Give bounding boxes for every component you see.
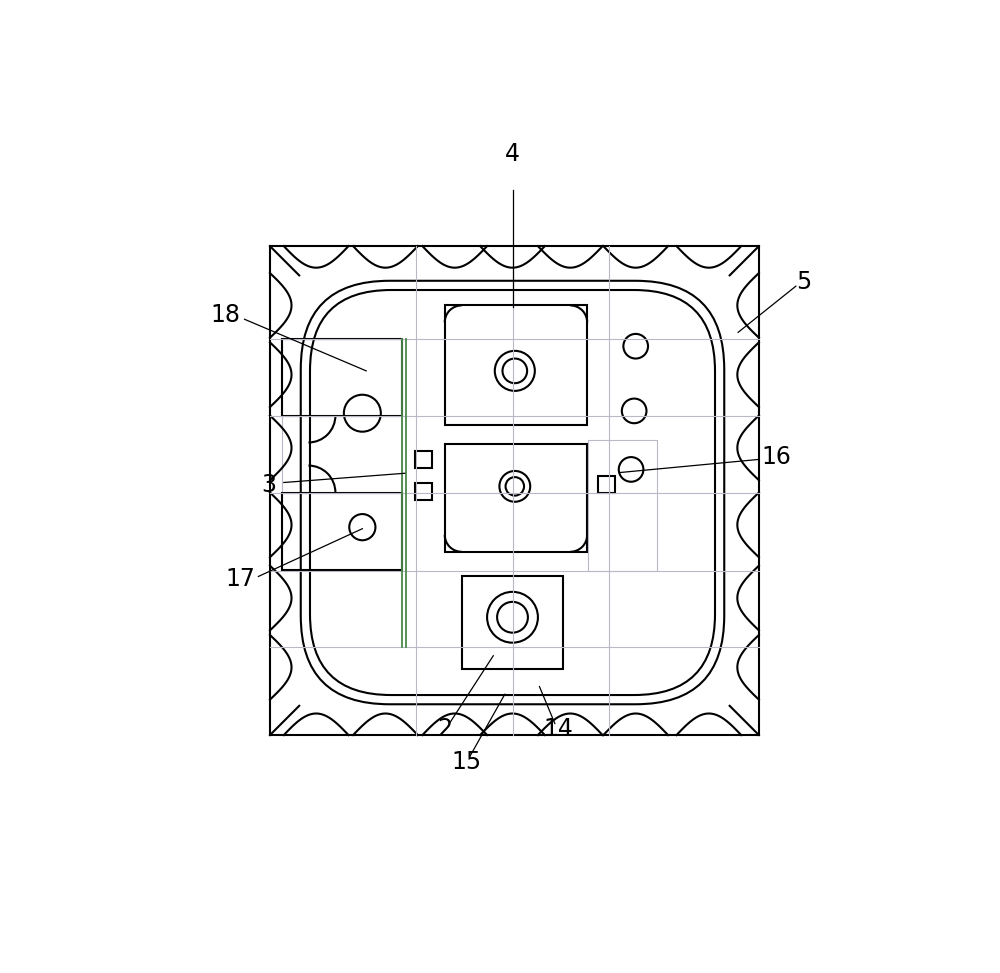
Bar	[588, 440, 657, 571]
Bar	[445, 444, 587, 552]
Text: 15: 15	[451, 750, 481, 774]
Text: 4: 4	[505, 142, 520, 165]
Text: 18: 18	[210, 304, 240, 328]
Bar	[415, 484, 432, 500]
Text: 14: 14	[544, 717, 574, 740]
Bar	[462, 576, 563, 668]
Bar	[282, 339, 402, 569]
Bar	[282, 492, 402, 569]
Bar	[415, 450, 432, 468]
Text: 17: 17	[226, 566, 256, 591]
Text: 16: 16	[762, 445, 792, 469]
Bar	[598, 476, 615, 492]
Bar	[445, 306, 587, 425]
Text: 5: 5	[796, 270, 811, 294]
Bar	[270, 246, 759, 735]
Bar	[282, 339, 402, 415]
Text: 3: 3	[261, 473, 276, 497]
Text: 2: 2	[437, 717, 452, 740]
